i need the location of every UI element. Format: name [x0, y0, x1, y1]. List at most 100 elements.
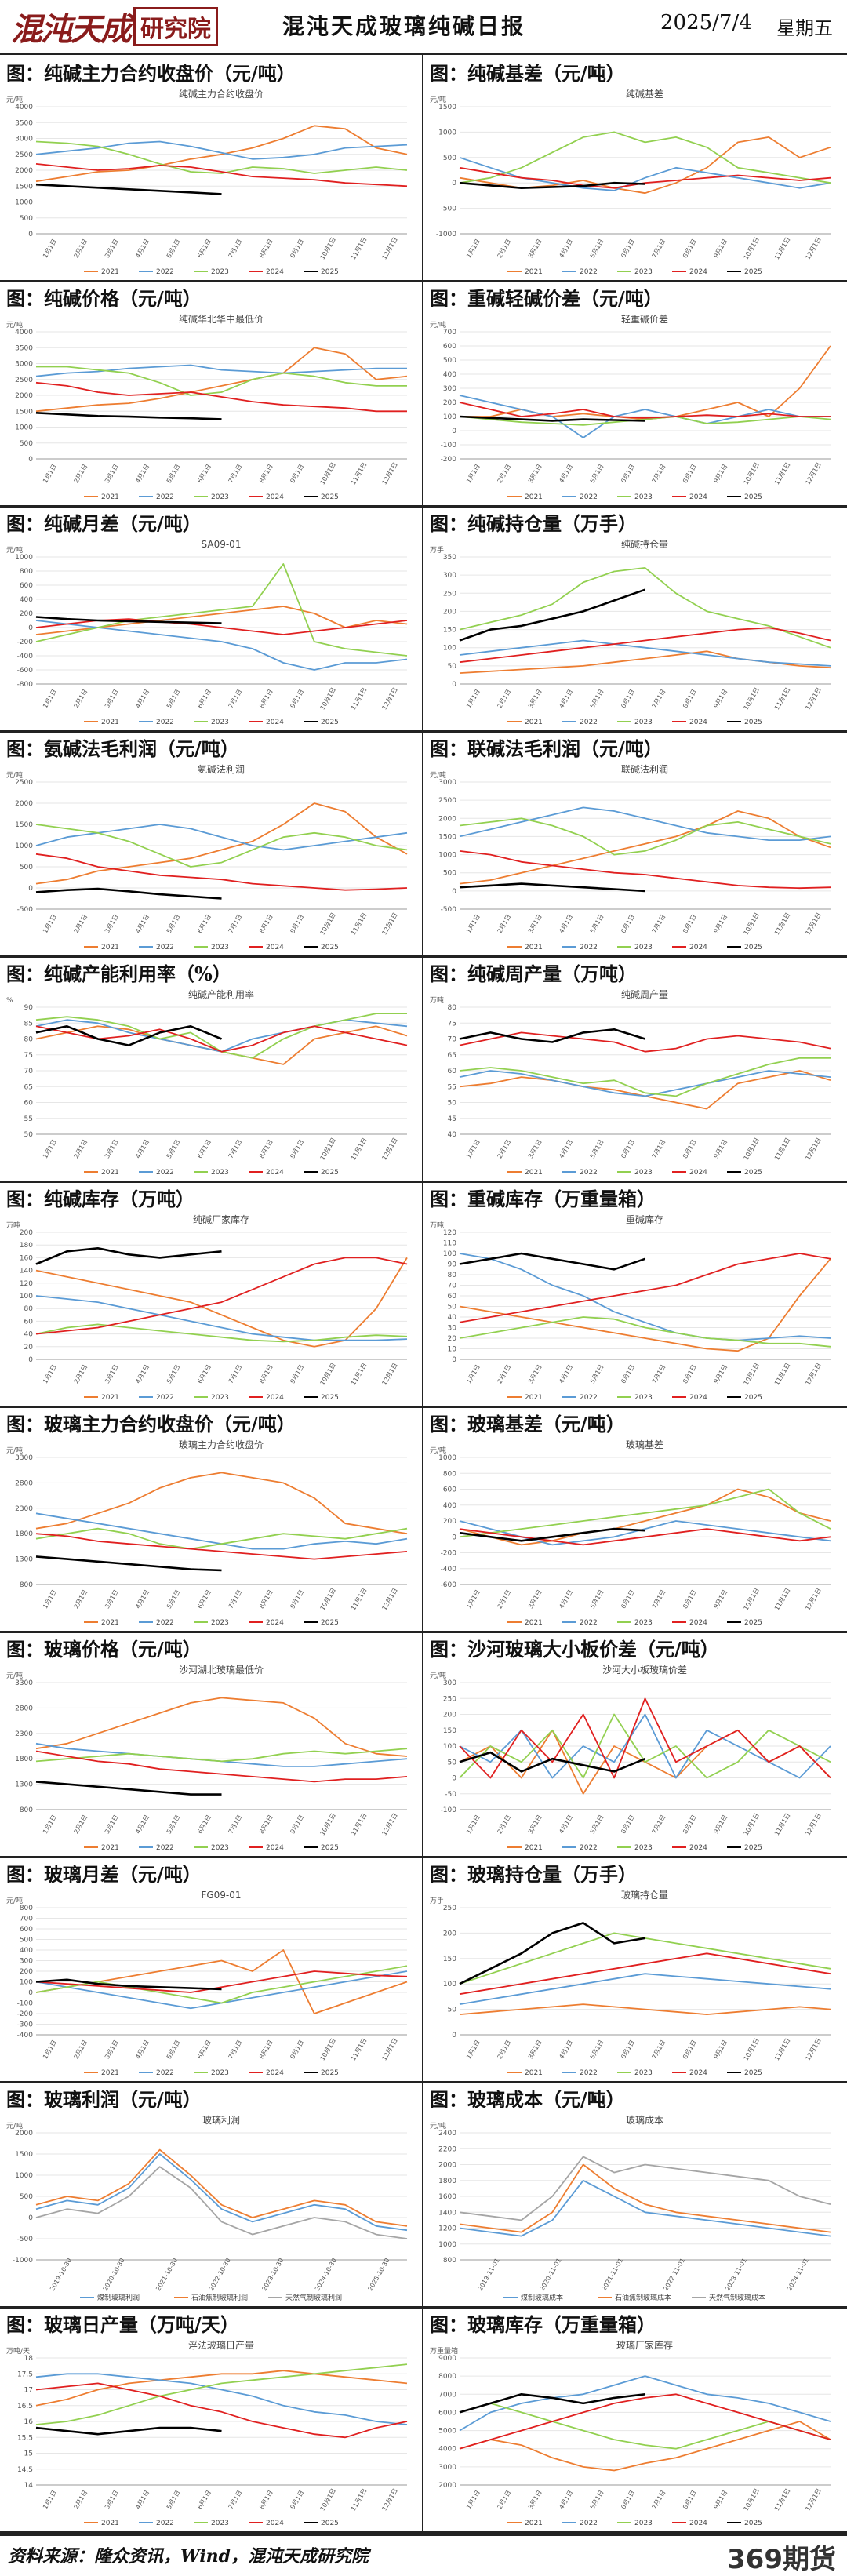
y-tick-label: 2500	[438, 797, 456, 805]
x-tick-label: 1月1日	[465, 1814, 482, 1835]
y-tick-label: 0	[28, 885, 33, 893]
legend-label: 2024	[266, 719, 284, 726]
panel-title: 图：重碱轻碱价差（元/吨）	[430, 287, 663, 310]
legend-label: 2022	[156, 1169, 174, 1177]
y-tick-label: 17	[24, 2387, 33, 2395]
y-tick-label: -500	[17, 906, 34, 914]
series-line	[459, 2163, 831, 2233]
x-tick-label: 5月1日	[165, 2489, 182, 2510]
y-tick-label: 300	[443, 572, 456, 580]
y-tick-label: 150	[443, 1956, 456, 1963]
chart-row: 图：纯碱库存（万吨） 纯碱厂家库存 万吨 0 20 40 60 80 100 120 140 160 1…	[0, 1181, 847, 1408]
legend-label: 2025	[321, 2520, 339, 2527]
x-tick-label: 1月1日	[465, 688, 482, 709]
chart-panel: 图：联碱法毛利润（元/吨） 联碱法利润 元/吨 -500 0 500 1000 1500 200…	[424, 730, 847, 955]
y-tick-label: 200	[443, 399, 456, 407]
x-tick-label: 12月1日	[804, 1812, 822, 1837]
legend-label: 2025	[321, 493, 339, 501]
series-line	[459, 639, 831, 667]
legend-label: 2024	[266, 1394, 284, 1402]
series-line	[35, 2373, 408, 2425]
y-tick-label: -200	[17, 2010, 34, 2018]
panel-title: 图：玻璃主力合约收盘价（元/吨）	[6, 1413, 296, 1435]
x-tick-label: 2019-11-01	[477, 2257, 501, 2292]
series-line	[35, 1533, 408, 1560]
x-tick-label: 4月1日	[134, 913, 151, 934]
series-line	[35, 412, 222, 420]
y-tick-label: 2300	[15, 1505, 33, 1513]
y-tick-label: 400	[443, 371, 456, 379]
y-tick-label: 800	[443, 1470, 456, 1478]
x-tick-label: 10月1日	[319, 2037, 337, 2062]
series-line	[35, 1555, 222, 1572]
panel-title: 图：纯碱主力合约收盘价（元/吨）	[6, 62, 296, 85]
legend-label: 2022	[156, 1394, 174, 1402]
x-tick-label: 8月1日	[258, 1138, 274, 1159]
legend-label: 2025	[744, 944, 762, 951]
series-line	[35, 1025, 408, 1065]
x-tick-label: 9月1日	[289, 1814, 305, 1835]
y-axis-unit: 元/吨	[6, 2121, 23, 2130]
x-tick-label: 5月1日	[589, 913, 605, 934]
y-tick-label: 90	[448, 1261, 457, 1269]
x-tick-label: 9月1日	[289, 913, 305, 934]
x-tick-label: 5月1日	[165, 463, 182, 484]
x-tick-label: 12月1日	[804, 686, 822, 711]
x-tick-label: 11月1日	[773, 686, 791, 711]
panel-title: 图：玻璃价格（元/吨）	[6, 1638, 202, 1661]
x-tick-label: 11月1日	[773, 1362, 791, 1387]
series-line	[35, 1246, 222, 1265]
x-tick-label: 7月1日	[651, 688, 667, 709]
legend-label: 2021	[101, 1844, 119, 1852]
x-tick-label: 2025-10-30	[367, 2257, 391, 2292]
series-line	[459, 1697, 831, 1779]
y-tick-label: -300	[17, 2021, 34, 2029]
legend-label: 2025	[744, 1844, 762, 1852]
series-line	[459, 2393, 645, 2414]
x-tick-label: 4月1日	[558, 913, 574, 934]
x-tick-label: 1月1日	[42, 688, 58, 709]
y-tick-label: 800	[20, 1806, 33, 1814]
x-tick-label: 8月1日	[258, 1363, 274, 1384]
y-tick-label: 1800	[15, 1530, 33, 1538]
x-tick-label: 7月1日	[651, 1588, 667, 1610]
x-tick-label: 2月1日	[496, 1138, 513, 1159]
y-tick-label: 80	[24, 1305, 34, 1313]
x-tick-label: 12月1日	[804, 2487, 822, 2512]
x-tick-label: 5月1日	[589, 1363, 605, 1384]
x-tick-label: 2月1日	[73, 2489, 89, 2510]
report-title: 混沌天成玻璃纯碱日报	[282, 13, 526, 39]
y-tick-label: 800	[443, 2257, 456, 2265]
panel-title: 图：玻璃利润（元/吨）	[6, 2088, 202, 2111]
series-line	[35, 616, 222, 624]
series-line	[35, 183, 222, 195]
y-tick-label: 2400	[438, 2130, 456, 2138]
x-tick-label: 5月1日	[165, 688, 182, 709]
series-line	[35, 1527, 408, 1550]
y-tick-label: 60	[448, 1293, 457, 1301]
panel-title: 图：纯碱价格（元/吨）	[6, 287, 202, 310]
y-tick-label: 3500	[15, 119, 33, 127]
y-tick-label: 200	[443, 1930, 456, 1937]
chart-panel: 图：重碱轻碱价差（元/吨） 轻重碱价差 元/吨 -200 -100 0 100 200 300 4…	[424, 280, 847, 505]
x-tick-label: 6月1日	[620, 1814, 636, 1835]
y-tick-label: 40	[448, 1131, 457, 1139]
series-line	[35, 1697, 408, 1757]
legend-label: 2021	[525, 944, 543, 951]
legend-label: 2021	[101, 2520, 119, 2527]
y-tick-label: -100	[441, 1806, 457, 1814]
x-tick-label: 10月1日	[319, 911, 337, 937]
legend-label: 天然气制玻璃成本	[709, 2293, 765, 2302]
y-tick-label: 500	[20, 215, 33, 223]
x-tick-label: 12月1日	[804, 1587, 822, 1612]
legend-label: 2022	[580, 2520, 598, 2527]
chart-panel: 图：纯碱价格（元/吨） 纯碱华北华中最低价 元/吨 0 500 1000 1500 2000 2…	[0, 280, 424, 505]
x-tick-label: 2019-10-30	[49, 2257, 73, 2292]
x-tick-label: 11月1日	[350, 1812, 368, 1837]
series-line	[459, 1057, 831, 1097]
logo-text: 混沌天成	[11, 11, 132, 48]
y-tick-label: 5000	[438, 2428, 456, 2436]
y-axis-unit: 元/吨	[430, 95, 446, 104]
x-tick-label: 10月1日	[319, 461, 337, 486]
